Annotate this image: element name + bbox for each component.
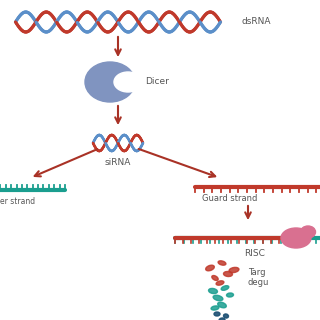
Ellipse shape bbox=[281, 228, 311, 248]
Ellipse shape bbox=[223, 271, 233, 276]
Text: Targ: Targ bbox=[248, 268, 266, 277]
Ellipse shape bbox=[229, 268, 239, 273]
Ellipse shape bbox=[85, 62, 135, 102]
Ellipse shape bbox=[213, 295, 223, 301]
Ellipse shape bbox=[114, 72, 142, 92]
Text: RISC: RISC bbox=[244, 249, 265, 258]
Ellipse shape bbox=[300, 226, 316, 238]
Text: siRNA: siRNA bbox=[105, 158, 131, 167]
Text: dsRNA: dsRNA bbox=[242, 18, 271, 27]
Ellipse shape bbox=[211, 306, 219, 310]
Ellipse shape bbox=[227, 293, 234, 297]
Ellipse shape bbox=[218, 302, 226, 308]
Text: Dicer: Dicer bbox=[145, 77, 169, 86]
Ellipse shape bbox=[221, 286, 229, 290]
Ellipse shape bbox=[219, 318, 225, 320]
Ellipse shape bbox=[224, 314, 228, 318]
Ellipse shape bbox=[209, 288, 218, 293]
Text: Guard strand: Guard strand bbox=[202, 194, 258, 203]
Ellipse shape bbox=[218, 261, 226, 265]
Ellipse shape bbox=[216, 281, 224, 285]
Text: er strand: er strand bbox=[0, 197, 35, 206]
Ellipse shape bbox=[212, 276, 218, 280]
Ellipse shape bbox=[206, 265, 214, 271]
Ellipse shape bbox=[214, 312, 220, 316]
Text: degu: degu bbox=[248, 278, 269, 287]
